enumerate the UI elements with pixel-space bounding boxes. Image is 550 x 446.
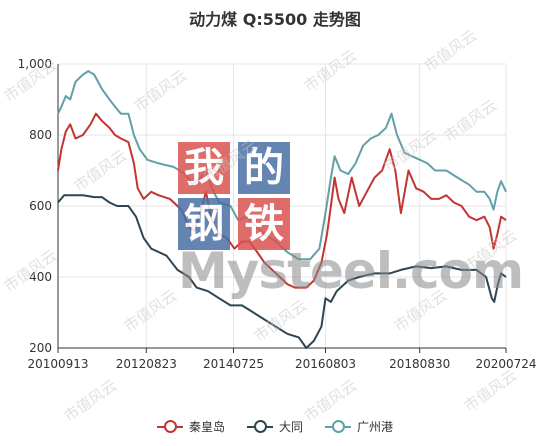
y-tick-label: 800 <box>29 128 52 142</box>
series-line-0[interactable] <box>57 112 507 289</box>
x-tick-label: 20160803 <box>295 357 356 371</box>
y-tick-label: 600 <box>29 199 52 213</box>
legend-line-icon <box>246 419 273 433</box>
x-tick-label: 20100913 <box>27 357 88 371</box>
x-tick-label: 20200724 <box>475 357 536 371</box>
legend-line-icon <box>156 419 183 433</box>
x-tick-label: 20180830 <box>389 357 450 371</box>
legend: 秦皇岛 大同 广州港 <box>0 418 550 435</box>
x-tick-label: 20120823 <box>116 357 177 371</box>
y-tick-label: 1,000 <box>18 57 52 71</box>
series-line-1[interactable] <box>57 194 507 349</box>
x-tick-label: 20140725 <box>203 357 264 371</box>
legend-item-qinhuangdao[interactable]: 秦皇岛 <box>156 418 225 435</box>
legend-label: 秦皇岛 <box>188 420 225 434</box>
y-tick-label: 400 <box>29 270 52 284</box>
series-line-2[interactable] <box>57 70 507 261</box>
legend-label: 大同 <box>278 420 303 434</box>
legend-item-datong[interactable]: 大同 <box>246 418 303 435</box>
chart-title: 动力煤 Q:5500 走势图 <box>189 10 361 29</box>
series-group <box>57 70 507 349</box>
legend-label: 广州港 <box>357 420 394 434</box>
legend-item-guangzhougang[interactable]: 广州港 <box>325 418 393 435</box>
y-tick-label: 200 <box>29 341 52 355</box>
legend-line-icon <box>325 419 351 433</box>
axes: 200 400 600 800 1,000 20100913 20120823 2014072… <box>18 57 537 371</box>
